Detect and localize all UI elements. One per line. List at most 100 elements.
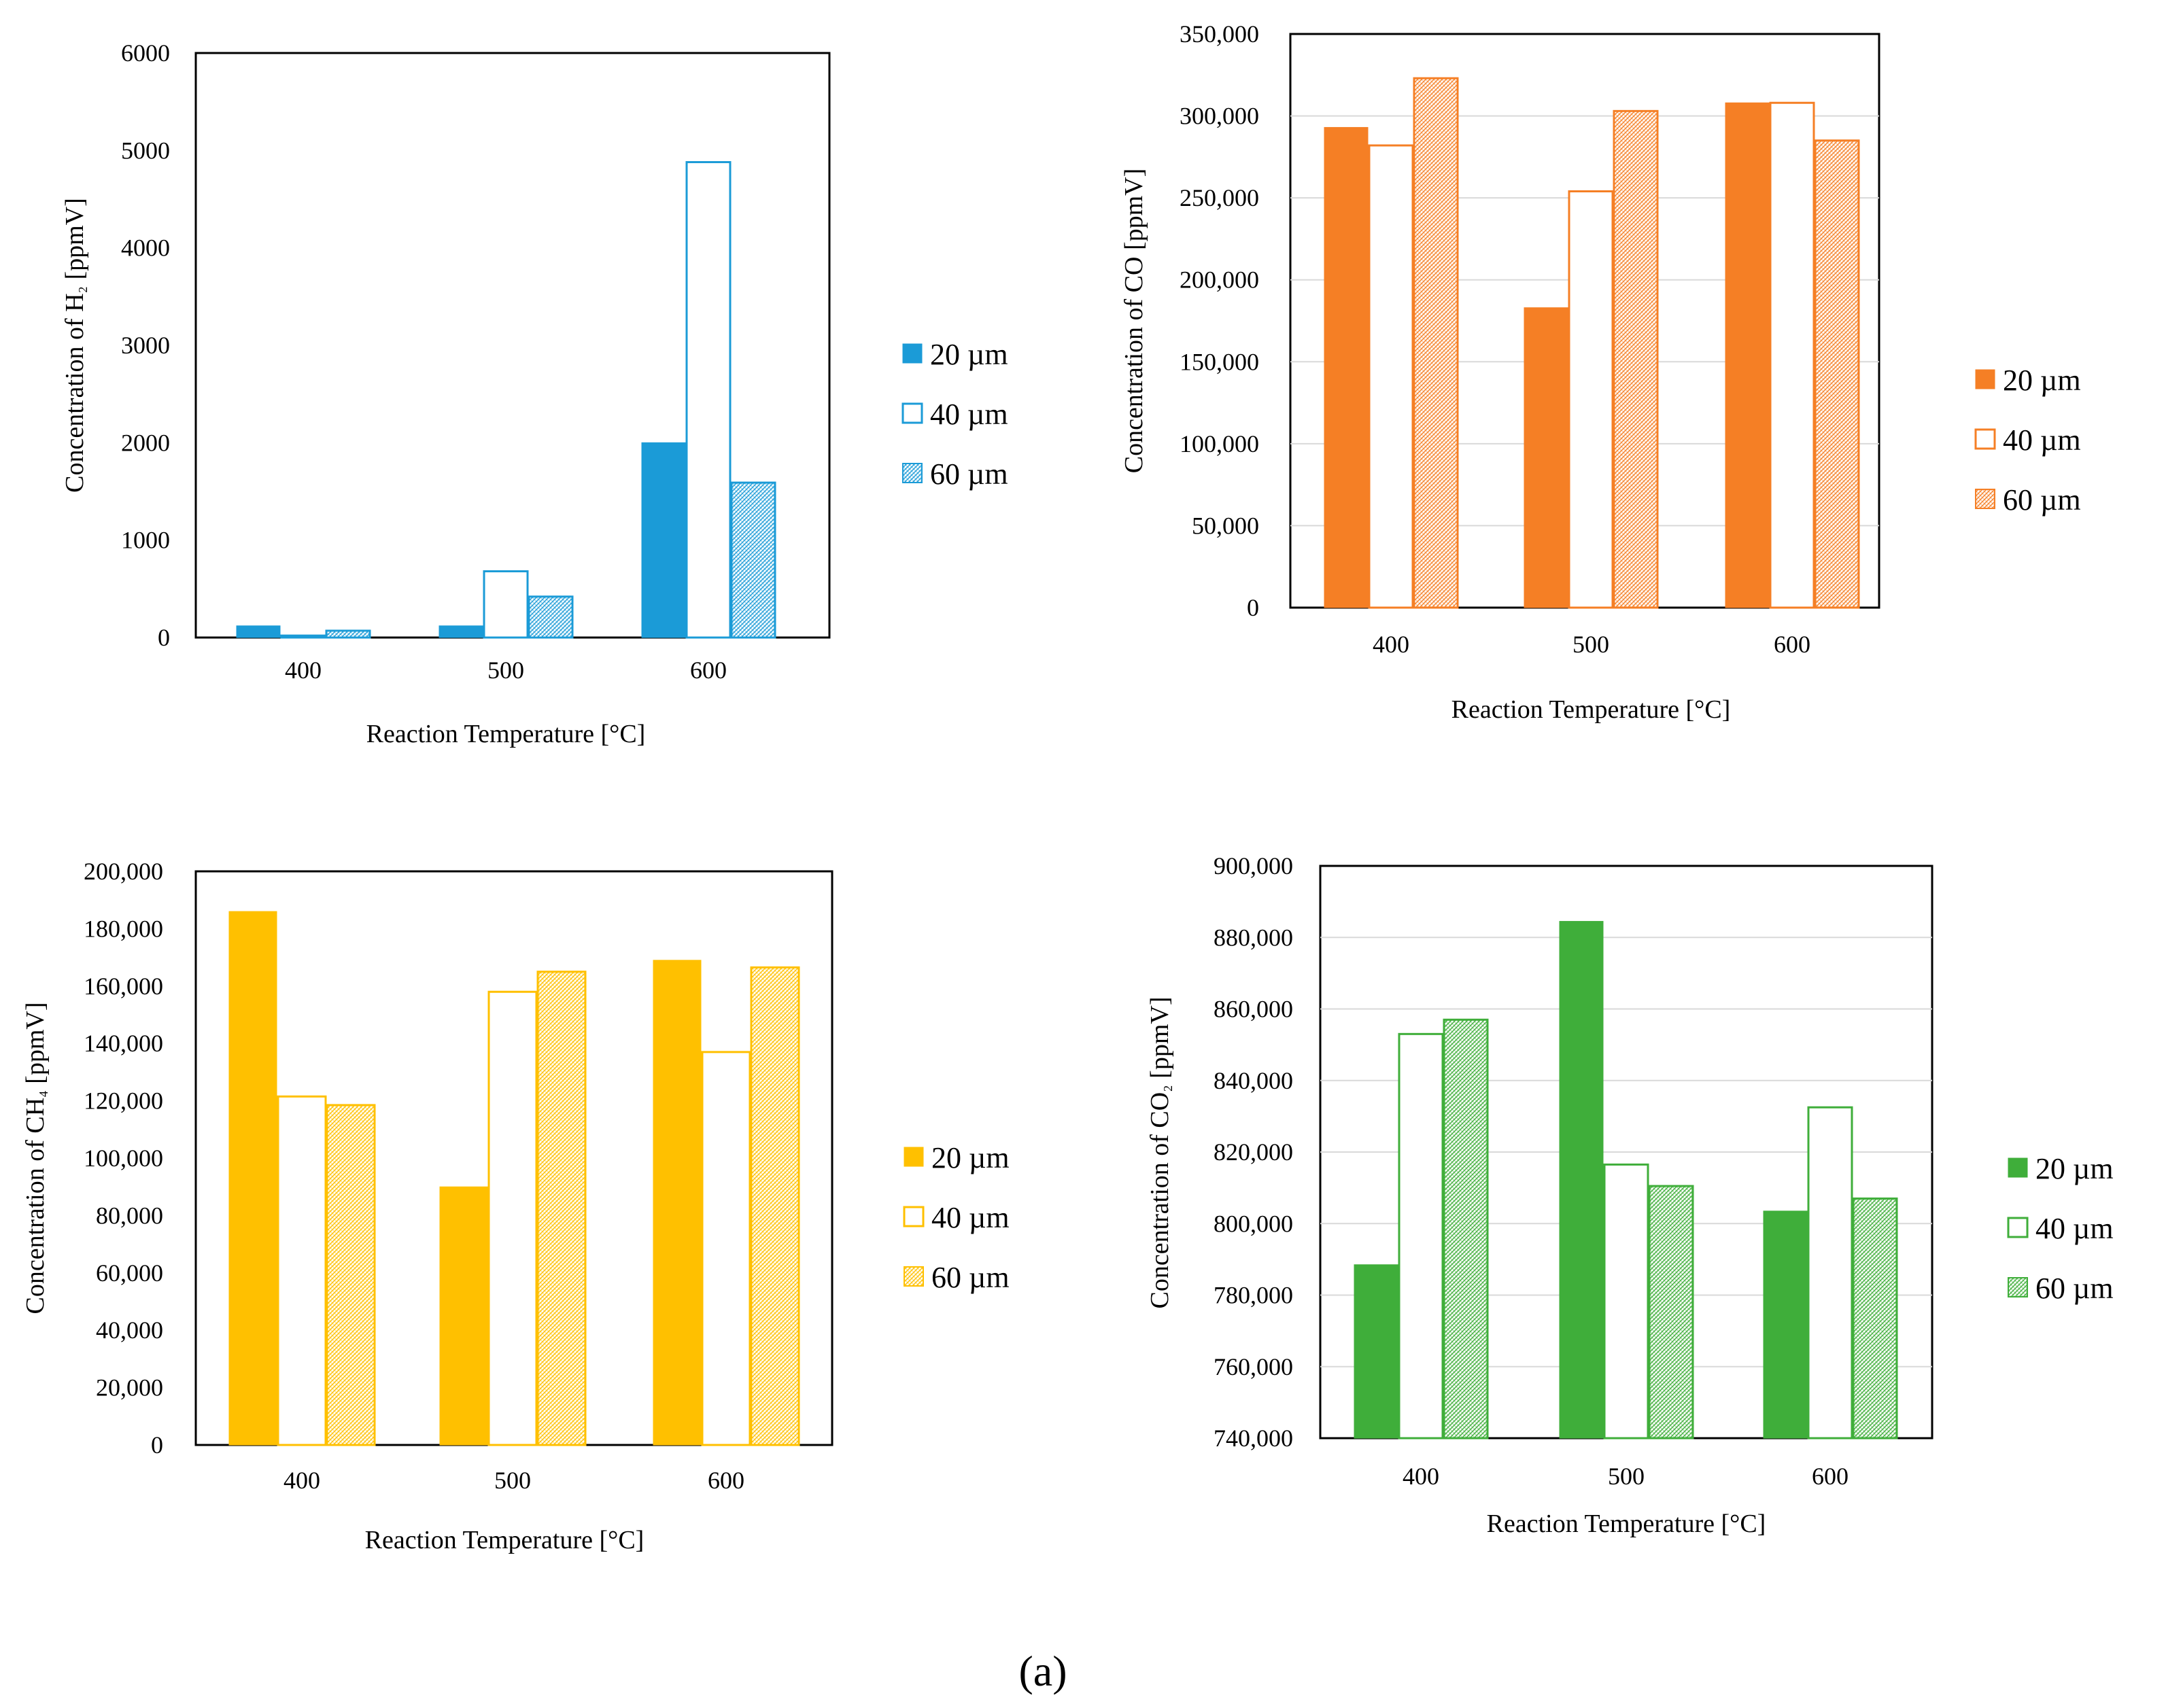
bar-40um-600 — [1807, 1106, 1853, 1440]
y-tick-label: 250,000 — [1180, 184, 1259, 211]
bar-40um-400 — [1398, 1032, 1444, 1440]
legend-label: 40 µm — [930, 398, 1008, 431]
y-tick-label: 20,000 — [96, 1374, 163, 1401]
y-tick-label: 840,000 — [1214, 1067, 1293, 1094]
bar-20um-400 — [228, 911, 277, 1446]
y-tick-label: 4000 — [121, 234, 170, 262]
legend-swatch — [901, 402, 923, 424]
figure-caption: (a) — [1018, 1647, 1067, 1695]
y-tick-label: 6000 — [121, 39, 170, 67]
y-tick-label: 300,000 — [1180, 103, 1259, 130]
bar-60um-600 — [1852, 1197, 1898, 1440]
chart-co-panel: 0 50,000 100,000 150,000 200,000 250,000 300,0… — [1120, 20, 2081, 724]
legend-label: 60 µm — [2035, 1272, 2114, 1305]
legend: 20 µm 40 µm 60 µm — [901, 338, 1008, 491]
y-tick-label: 200,000 — [84, 858, 163, 885]
legend-label: 60 µm — [2003, 483, 2081, 517]
bar-40um-600 — [701, 1051, 751, 1446]
bar-40um-400 — [1368, 144, 1414, 609]
x-axis-label: Reaction Temperature [°C] — [365, 1526, 644, 1554]
x-tick-label: 400 — [285, 657, 322, 684]
y-axis-label: Concentration of CH₄ [ppmV] — [21, 1003, 50, 1314]
y-axis-label: Concentration of CO₂ [ppmV] — [1146, 997, 1174, 1309]
legend: 20 µm 40 µm 60 µm — [2007, 1152, 2114, 1305]
x-tick-label: 600 — [1812, 1463, 1849, 1490]
y-tick-label: 350,000 — [1180, 20, 1259, 48]
x-axis-label: Reaction Temperature [°C] — [366, 720, 646, 748]
bar-40um-500 — [483, 570, 529, 639]
bar-60um-500 — [536, 971, 587, 1446]
bar-20um-400 — [1324, 126, 1369, 608]
legend-label: 40 µm — [2035, 1212, 2114, 1245]
legend-label: 60 µm — [930, 457, 1008, 491]
y-tick-label: 2000 — [121, 429, 170, 456]
x-tick-label: 500 — [1572, 631, 1609, 658]
legend-label: 20 µm — [931, 1141, 1010, 1174]
y-axis-label: Concentration of CO [ppmV] — [1120, 169, 1148, 474]
y-tick-label: 860,000 — [1214, 996, 1293, 1023]
bar-60um-600 — [1814, 139, 1860, 609]
legend-swatch — [904, 1147, 924, 1167]
legend: 20 µm 40 µm 60 µm — [903, 1141, 1010, 1294]
y-tick-label: 200,000 — [1180, 266, 1259, 294]
legend-label: 20 µm — [2003, 364, 2081, 397]
chart-ch4-panel: 0 20,000 40,000 60,000 80,000 100,000 120,000 1… — [21, 858, 1010, 1554]
legend-swatch — [2007, 1217, 2029, 1238]
y-tick-label: 820,000 — [1214, 1138, 1293, 1166]
y-tick-label: 60,000 — [96, 1259, 163, 1287]
y-tick-label: 100,000 — [84, 1145, 163, 1172]
legend-swatch — [903, 1206, 925, 1227]
bar-20um-500 — [439, 1186, 488, 1446]
bar-60um-500 — [1613, 109, 1659, 609]
y-tick-label: 40,000 — [96, 1317, 163, 1344]
bar-60um-400 — [326, 1104, 376, 1446]
bar-60um-500 — [528, 595, 574, 639]
bar-60um-600 — [730, 481, 776, 639]
x-tick-label: 600 — [708, 1467, 744, 1494]
y-axis-label: Concentration of H₂ [ppmV] — [61, 198, 89, 493]
x-axis-label: Reaction Temperature [°C] — [1451, 695, 1731, 724]
y-tick-label: 160,000 — [84, 973, 163, 1000]
y-tick-label: 800,000 — [1214, 1210, 1293, 1237]
legend-label: 40 µm — [2003, 423, 2081, 457]
bar-20um-400 — [1354, 1264, 1398, 1439]
legend-swatch — [1974, 428, 1996, 450]
y-tick-label: 50,000 — [1192, 512, 1259, 539]
bar-40um-600 — [1769, 101, 1815, 609]
bar-20um-500 — [1524, 307, 1568, 608]
x-tick-label: 500 — [1608, 1463, 1645, 1490]
legend-swatch — [902, 463, 923, 483]
chart-h2-panel: 0 1000 2000 3000 4000 5000 6000 400 500 600 Conc… — [61, 39, 1008, 748]
bar-60um-600 — [750, 966, 800, 1446]
x-tick-label: 400 — [1403, 1463, 1439, 1490]
legend-label: 20 µm — [2035, 1152, 2114, 1185]
bar-20um-500 — [439, 625, 483, 638]
legend-label: 60 µm — [931, 1261, 1010, 1294]
x-tick-label: 600 — [1774, 631, 1810, 658]
x-tick-label: 400 — [1373, 631, 1409, 658]
legend-swatch — [2008, 1277, 2028, 1297]
y-tick-label: 1000 — [121, 527, 170, 554]
bar-40um-600 — [685, 161, 732, 639]
y-tick-label: 140,000 — [84, 1030, 163, 1057]
y-tick-label: 80,000 — [96, 1202, 163, 1229]
legend-swatch — [1975, 489, 1995, 509]
bar-20um-500 — [1559, 921, 1604, 1439]
bar-60um-400 — [1443, 1018, 1489, 1440]
bar-40um-400 — [277, 1095, 327, 1446]
x-tick-label: 600 — [690, 657, 727, 684]
legend: 20 µm 40 µm 60 µm — [1974, 364, 2081, 517]
bar-60um-400 — [325, 629, 371, 639]
legend-swatch — [1975, 369, 1995, 389]
x-tick-label: 500 — [487, 657, 524, 684]
legend-swatch — [904, 1266, 924, 1287]
y-tick-label: 100,000 — [1180, 430, 1259, 457]
legend-label: 20 µm — [930, 338, 1008, 371]
y-tick-label: 3000 — [121, 332, 170, 359]
bar-60um-400 — [1413, 77, 1459, 609]
y-tick-label: 5000 — [121, 137, 170, 164]
bar-40um-500 — [487, 990, 538, 1446]
bar-60um-500 — [1648, 1185, 1694, 1440]
y-tick-label: 760,000 — [1214, 1353, 1293, 1380]
